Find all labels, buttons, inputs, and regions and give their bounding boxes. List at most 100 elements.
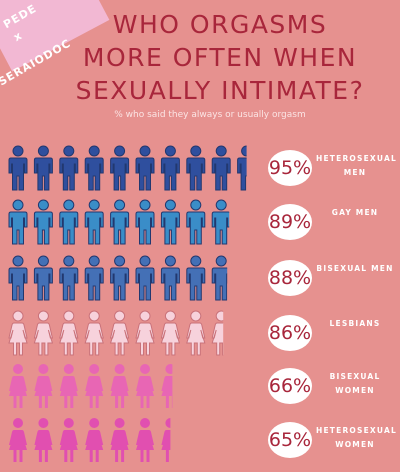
icon-body [135, 322, 155, 356]
icon-row [8, 145, 247, 191]
category-label: BISEXUAL MEN [316, 264, 394, 273]
icon-head [140, 418, 150, 428]
icon-head [216, 364, 226, 374]
icon-body [110, 376, 129, 408]
icon-head [242, 311, 252, 321]
icon-head [139, 199, 151, 211]
icon-body [160, 157, 180, 191]
icon-body [211, 322, 224, 356]
value-label: 86% [268, 315, 312, 351]
icon-body [110, 157, 130, 191]
icon-body [109, 322, 130, 356]
icon-head [88, 199, 100, 211]
icon-head [12, 255, 24, 267]
icon-head [63, 418, 74, 428]
icon-body [135, 211, 155, 245]
icon-body [84, 211, 104, 245]
icon-head [13, 364, 23, 374]
icon-head [190, 199, 202, 211]
icon-head [88, 255, 100, 267]
icon-body [186, 322, 206, 356]
category-label: LESBIANS [329, 319, 381, 328]
icon-body [8, 157, 28, 191]
icon-head [114, 364, 125, 374]
icon-body [237, 157, 247, 191]
icon-body [238, 268, 256, 300]
icon-head [216, 418, 226, 428]
icon-head [242, 364, 252, 374]
icon-head [37, 145, 49, 157]
icon-head [139, 255, 151, 267]
icon-body [33, 267, 53, 301]
icon-body [238, 323, 256, 355]
icon-head [114, 145, 126, 157]
icon-body [9, 430, 27, 462]
icon-head [191, 364, 201, 374]
value-label: 65% [268, 422, 312, 458]
icon-head [37, 310, 49, 322]
icon-head [165, 418, 171, 428]
icon-head [114, 199, 126, 211]
icon-body [110, 430, 129, 462]
icon-head [139, 310, 151, 322]
icon-head [241, 145, 247, 157]
icon-head [164, 255, 176, 267]
icon-body [59, 322, 79, 356]
icon-row [8, 310, 256, 356]
icon-body [8, 211, 28, 245]
category-label: BISEXUAL WOMEN [329, 372, 381, 395]
icon-head [165, 364, 173, 374]
icon-body [33, 322, 54, 356]
icon-head [215, 255, 227, 267]
icon-body [136, 376, 154, 408]
icon-head [12, 145, 24, 157]
icon-body [135, 157, 155, 191]
icon-row [9, 364, 256, 408]
icon-body [211, 211, 230, 245]
icon-body [187, 430, 205, 462]
icon-body [85, 376, 104, 408]
icon-head [37, 199, 49, 211]
icon-body [110, 211, 130, 245]
icon-head [88, 145, 100, 157]
category-label: HETEROSEXUAL WOMEN [316, 426, 397, 449]
icon-body [211, 157, 231, 191]
icon-body [33, 157, 53, 191]
icon-body [135, 267, 155, 301]
icon-head [140, 364, 150, 374]
icon-head [242, 256, 252, 266]
icon-body [160, 322, 181, 356]
icon-head [63, 310, 75, 322]
icon-head [114, 255, 126, 267]
icon-body [238, 376, 256, 408]
icon-body [59, 211, 79, 245]
icon-body [59, 430, 78, 462]
icon-row [8, 255, 256, 301]
icon-body [84, 322, 104, 356]
icon-body [161, 376, 173, 408]
icon-head [12, 199, 24, 211]
icon-head [63, 199, 75, 211]
icon-head [63, 145, 75, 157]
category-label: HETEROSEXUAL MEN [316, 154, 397, 177]
value-label: 95% [268, 150, 312, 186]
icon-body [59, 267, 79, 301]
icon-head [190, 145, 202, 157]
icon-head [38, 364, 49, 374]
icon-head [242, 418, 252, 428]
icon-head [114, 418, 125, 428]
icon-head [190, 255, 202, 267]
icon-body [161, 430, 171, 462]
icon-head [63, 364, 74, 374]
icon-body [211, 267, 228, 301]
chart-subtitle: % who said they always or usually orgasm [114, 110, 306, 120]
icon-head [89, 364, 100, 374]
icon-head [13, 418, 23, 428]
icon-head [190, 310, 202, 322]
icon-head [63, 255, 75, 267]
icon-body [186, 157, 206, 191]
icon-head [215, 199, 227, 211]
icon-body [34, 430, 53, 462]
icon-body [160, 211, 180, 245]
